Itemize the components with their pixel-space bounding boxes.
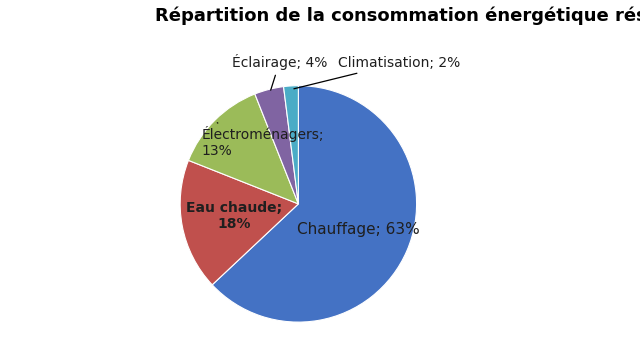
Text: Répartition de la consommation énergétique résidentielle en %: Répartition de la consommation énergétiq… [155,7,640,26]
Wedge shape [255,87,298,204]
Wedge shape [284,86,298,204]
Text: Climatisation; 2%: Climatisation; 2% [294,56,460,89]
Text: Eau chaude;
18%: Eau chaude; 18% [186,201,283,231]
Wedge shape [180,160,298,285]
Text: Électroménagers;
13%: Électroménagers; 13% [202,123,324,158]
Wedge shape [212,86,417,322]
Text: Éclairage; 4%: Éclairage; 4% [232,54,327,90]
Wedge shape [188,94,298,204]
Text: Chauffage; 63%: Chauffage; 63% [297,222,419,237]
